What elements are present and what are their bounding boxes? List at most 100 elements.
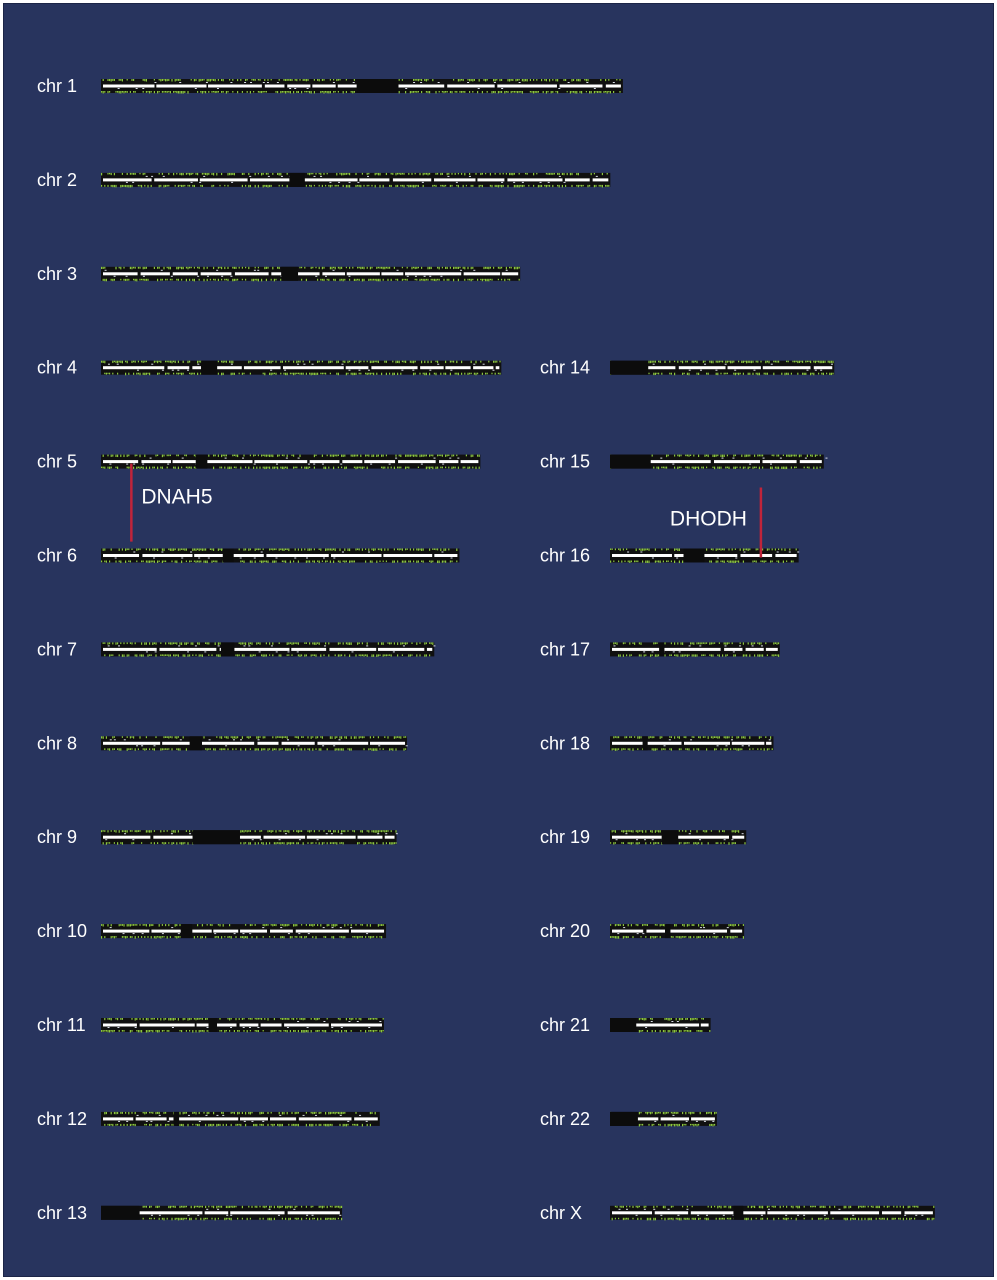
variant-marks [104, 1111, 376, 1127]
chromosome-chr-11: chr 11 [37, 1015, 384, 1035]
gene-annotation-dnah5: DNAH5 [130, 463, 213, 542]
chromosome-label: chr 14 [540, 358, 590, 378]
chromosome-label: chr 4 [37, 358, 77, 378]
variant-specks [627, 551, 800, 559]
chromosome-chr-10: chr 10 [37, 921, 387, 941]
chromosome-label: chr 18 [540, 733, 590, 753]
chromosome-label: chr 16 [540, 546, 590, 566]
centromere [664, 924, 671, 939]
variant-marks [101, 736, 407, 751]
variant-specks [109, 927, 369, 935]
variant-specks [107, 645, 436, 653]
chromosome-label: chr 12 [37, 1109, 87, 1129]
karyogram-panel: chr 1 chr 2 chr 3 chr 4 chr 5 chr 6 chr 7 chr 8… [3, 3, 994, 1277]
centromere [610, 1111, 638, 1126]
chromosome-label: chr 13 [37, 1203, 87, 1223]
variant-marks [610, 830, 746, 845]
chromosome-chr-9: chr 9 [37, 827, 398, 847]
centromere [281, 266, 299, 281]
coverage-line [650, 460, 822, 464]
coverage-line [612, 647, 778, 651]
chromosome-label: chr 10 [37, 921, 87, 941]
variant-marks [101, 360, 501, 376]
centromere [659, 642, 665, 657]
coverage-line [103, 460, 479, 464]
chromosome-label: chr 8 [37, 733, 77, 753]
chromosome-label: chr 7 [37, 639, 77, 659]
chromosome-chr-15: chr 15 [540, 452, 828, 472]
variant-marks [101, 830, 397, 845]
centromere [683, 548, 705, 563]
variant-specks [117, 82, 615, 89]
centromere [195, 454, 208, 469]
chromosome-label: chr 6 [37, 546, 77, 566]
variant-specks [114, 551, 453, 559]
chromosome-chr-21: chr 21 [540, 1015, 711, 1035]
chromosome-label: chr 17 [540, 639, 590, 659]
variant-marks [611, 1205, 935, 1221]
chromosome-label: chr 3 [37, 264, 77, 284]
variant-marks [101, 1018, 384, 1033]
centromere [661, 830, 679, 845]
centromere [208, 1018, 218, 1032]
chromosome-label: chr 5 [37, 452, 77, 472]
chromosome-label: chr 22 [540, 1109, 590, 1129]
chromosome-chr-6: chr 6 [37, 546, 460, 566]
chromosome-chr-5: chr 5 [37, 452, 481, 472]
centromere [220, 642, 235, 657]
coverage-line [103, 84, 621, 88]
gene-label: DNAH5 [141, 486, 212, 509]
chromosome-label: chr 15 [540, 452, 590, 472]
variant-specks [107, 1021, 382, 1028]
coverage-line [636, 1023, 709, 1027]
coverage-line [648, 366, 833, 370]
variant-specks [125, 175, 598, 183]
coverage-line [103, 178, 609, 182]
variant-marks [101, 172, 610, 188]
variant-marks [610, 1018, 711, 1033]
chromosome-label: chr 1 [37, 76, 77, 96]
chromosome-chr-19: chr 19 [540, 827, 747, 847]
centromere [192, 830, 240, 845]
chromosome-label: chr 21 [540, 1015, 590, 1035]
chromosome-chr-18: chr 18 [540, 733, 774, 753]
centromere [289, 172, 305, 187]
coverage-line [103, 835, 395, 839]
gene-label: DHODH [670, 508, 747, 531]
centromere [733, 1205, 744, 1220]
coverage-line [103, 647, 433, 651]
coverage-line [103, 929, 385, 933]
coverage-line [139, 1211, 340, 1215]
gene-annotation-dhodh: DHODH [670, 487, 763, 558]
variant-specks [660, 457, 828, 465]
centromere [222, 548, 234, 563]
variant-marks [613, 642, 780, 657]
variant-specks [615, 833, 744, 841]
chromosome-label: chr 2 [37, 170, 77, 190]
variant-specks [645, 1021, 688, 1028]
chromosome-chr-16: chr 16 [540, 546, 800, 566]
variant-specks [618, 1208, 924, 1216]
chromosome-chr-8: chr 8 [37, 733, 408, 753]
centromere [201, 360, 218, 375]
coverage-line [103, 366, 500, 370]
variant-marks [101, 454, 480, 470]
variant-marks [142, 1205, 343, 1221]
chromosome-label: chr 19 [540, 827, 590, 847]
chromosome-chr-4: chr 4 [37, 358, 502, 378]
variant-marks [611, 736, 773, 751]
variant-specks [118, 1114, 368, 1122]
variant-specks [105, 833, 398, 841]
coverage-line [103, 554, 458, 557]
coverage-line [612, 1211, 933, 1215]
centromere [180, 924, 193, 939]
chromosome-chr-3: chr 3 [37, 264, 521, 284]
variant-specks [617, 927, 729, 935]
variant-specks [109, 739, 408, 747]
centromere [610, 1018, 637, 1032]
variant-marks [610, 1111, 717, 1127]
variant-specks [652, 363, 833, 371]
variant-marks [610, 454, 821, 470]
variant-specks [613, 645, 763, 653]
variant-specks [107, 363, 495, 371]
